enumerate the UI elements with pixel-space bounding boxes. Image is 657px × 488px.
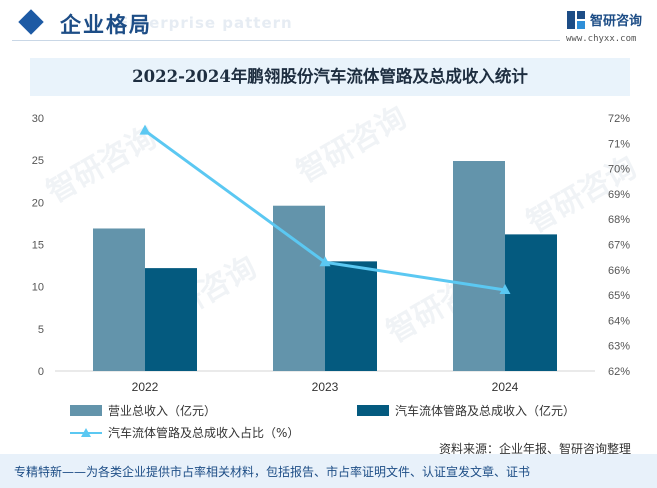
y-right-tick-label: 62% [608, 366, 630, 378]
y-right-tick-label: 70% [608, 164, 630, 176]
legend-label-pipe-revenue: 汽车流体管路及总成收入（亿元） [395, 404, 576, 418]
bar-pipe-revenue [325, 261, 377, 371]
chart-title: 2022-2024年鹏翎股份汽车流体管路及总成收入统计 [132, 67, 528, 86]
bar-revenue [453, 161, 505, 371]
x-tick-label: 2022 [132, 380, 159, 392]
x-tick-label: 2023 [312, 380, 339, 392]
y-left-tick-label: 5 [38, 324, 44, 336]
chart-title-band: 2022-2024年鹏翎股份汽车流体管路及总成收入统计 [30, 58, 630, 96]
y-left-tick-label: 30 [32, 113, 44, 125]
ratio-point [499, 284, 511, 295]
legend-label-ratio: 汽车流体管路及总成收入占比（%） [108, 426, 300, 440]
chart-plot: 0 5 10 15 20 25 30 62% 63% 64% 65% 66% 67% 68% 69% 70% 7… [32, 113, 630, 392]
legend-item-pipe-revenue: 汽车流体管路及总成收入（亿元） [357, 402, 575, 419]
header: Enterprise pattern 企业格局 智研咨询 www.chyxx.c… [0, 0, 657, 46]
y-right-tick-label: 69% [608, 189, 630, 201]
header-divider [12, 40, 560, 41]
legend-item-ratio: 汽车流体管路及总成收入占比（%） [70, 424, 299, 441]
y-left-tick-label: 10 [32, 282, 44, 294]
y-right-tick-label: 67% [608, 240, 630, 252]
ratio-point [319, 256, 331, 267]
ratio-point [139, 124, 151, 135]
chart-legend: 营业总收入（亿元） 汽车流体管路及总成收入（亿元） 汽车流体管路及总成收入占比（… [0, 396, 657, 440]
x-tick-label: 2024 [492, 380, 519, 392]
y-right-tick-label: 65% [608, 290, 630, 302]
footer-bar: 专精特新——为各类企业提供市占率相关材料，包括报告、市占率证明文件、认证宣发文章… [0, 454, 657, 488]
y-left-tick-label: 20 [32, 197, 44, 209]
y-right-tick-label: 64% [608, 315, 630, 327]
bar-revenue [273, 205, 325, 371]
legend-swatch-pipe-revenue [357, 405, 389, 416]
bar-revenue [93, 228, 145, 371]
y-right-tick-label: 63% [608, 341, 630, 353]
y-left-tick-label: 0 [38, 366, 44, 378]
legend-item-revenue: 营业总收入（亿元） [70, 402, 216, 419]
y-right-tick-label: 72% [608, 113, 630, 125]
y-right-tick-label: 68% [608, 214, 630, 226]
y-right-tick-label: 66% [608, 265, 630, 277]
brand-name: 智研咨询 [590, 14, 643, 29]
source-note: 资料来源：企业年报、智研咨询整理 [439, 442, 632, 456]
y-left-tick-label: 25 [32, 155, 44, 167]
section-subtitle: Enterprise pattern [118, 14, 293, 32]
bar-pipe-revenue [505, 234, 557, 371]
legend-swatch-revenue [70, 405, 102, 416]
section-title: 企业格局 [60, 13, 152, 37]
y-left-tick-label: 15 [32, 240, 44, 252]
y-right-tick-label: 71% [608, 138, 630, 150]
legend-label-revenue: 营业总收入（亿元） [108, 404, 217, 418]
bar-pipe-revenue [145, 268, 197, 371]
brand-logo: 智研咨询 www.chyxx.com [566, 8, 652, 44]
brand-url: www.chyxx.com [566, 34, 637, 44]
legend-line-triangle-icon [70, 427, 102, 438]
footer-text: 专精特新——为各类企业提供市占率相关材料，包括报告、市占率证明文件、认证宣发文章… [14, 465, 531, 479]
diamond-icon [18, 9, 44, 35]
brand-logo-icon [567, 11, 585, 29]
